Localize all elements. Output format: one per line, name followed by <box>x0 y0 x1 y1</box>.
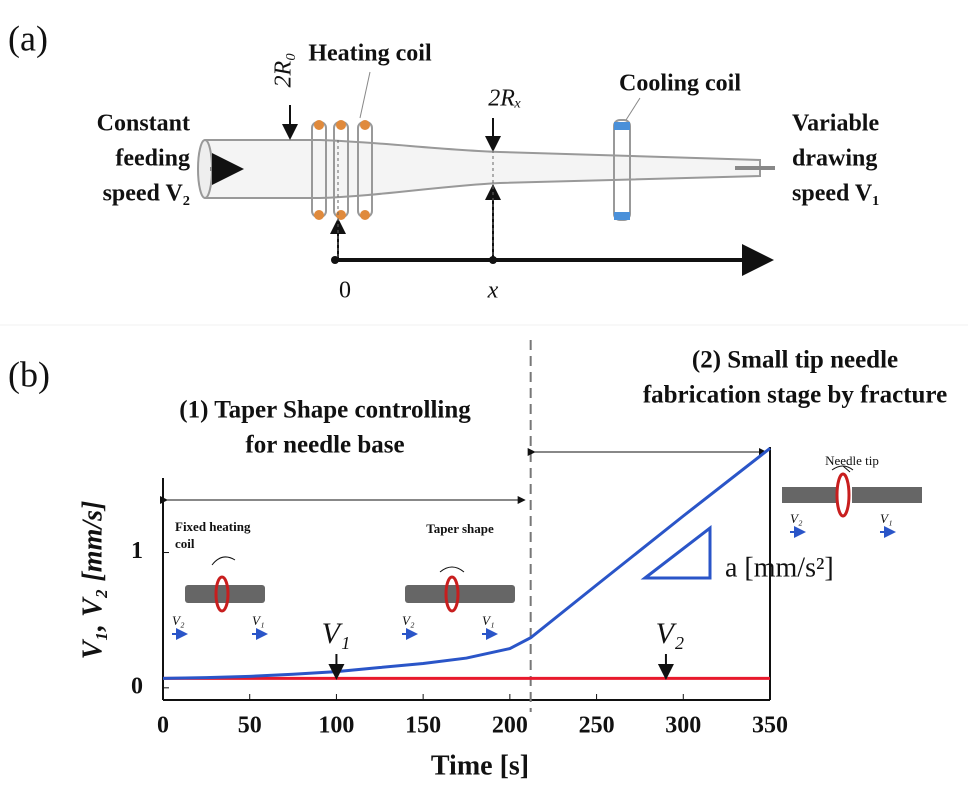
radius-label: 2Rₓ <box>488 86 521 112</box>
slope-triangle <box>640 524 712 580</box>
inset-label: coil <box>175 536 195 551</box>
series-line <box>162 447 771 680</box>
panel-b: (b) (1) Taper Shape controlling for need… <box>8 347 947 782</box>
stage-2: fabrication stage by fracture <box>643 382 947 409</box>
x-axis-label: Time [s] <box>431 750 529 781</box>
x-tick-label: 100 <box>318 713 354 739</box>
x-tick-label: 150 <box>405 713 441 739</box>
x-tick-label: 200 <box>492 713 528 739</box>
y-tick-label: 0 <box>131 673 143 699</box>
fiber-end <box>197 139 213 199</box>
inset-velocity: V₂ <box>402 613 415 628</box>
x-tick-label: 350 <box>752 713 788 739</box>
leader <box>359 71 371 119</box>
leader <box>625 97 641 121</box>
panel-label: (b) <box>8 354 50 394</box>
axis-dot <box>489 256 497 264</box>
inset-velocity: V₁ <box>880 511 892 526</box>
x-tick-label: 50 <box>238 713 262 739</box>
right-text: speed V₁ <box>792 181 879 207</box>
axis-dot <box>331 256 339 264</box>
series-label: V₁ <box>322 617 351 650</box>
stage-1: (1) Taper Shape controlling <box>179 397 471 424</box>
y-axis-label: V₁, V₂ [mm/s] <box>77 501 108 660</box>
inset-velocity: V₁ <box>252 613 264 628</box>
slope-label: a [mm/s²] <box>725 552 834 583</box>
axis-origin: 0 <box>339 278 351 304</box>
stage-1: for needle base <box>245 432 404 459</box>
left-text: feeding <box>115 146 190 172</box>
right-text: Variable <box>792 111 879 137</box>
cooling-mark <box>614 212 630 220</box>
panel-label: (a) <box>8 18 48 58</box>
inset-velocity: V₂ <box>172 613 185 628</box>
heating-label: Heating coil <box>308 41 432 67</box>
inset-velocity: V₂ <box>790 511 803 526</box>
y-tick-label: 1 <box>131 538 143 564</box>
right-text: drawing <box>792 146 877 172</box>
fiber <box>205 139 761 199</box>
inset-label: Fixed heating <box>175 519 251 534</box>
x-tick-label: 300 <box>665 713 701 739</box>
cooling-mark <box>614 122 630 130</box>
axis-x: x <box>487 278 499 304</box>
left-text: speed V₂ <box>103 181 190 207</box>
left-text: Constant <box>97 111 190 137</box>
inset-label: Taper shape <box>426 521 494 536</box>
insets <box>185 465 922 613</box>
panel-a: (a) Heating coil Cooling coil 2R₀ 2Rₓ Co… <box>8 18 879 303</box>
stage-2: (2) Small tip needle <box>692 347 898 374</box>
x-tick-label: 250 <box>579 713 615 739</box>
x-tick-label: 0 <box>157 713 169 739</box>
series-label: V₂ <box>656 617 685 650</box>
needle-tip-label: Needle tip <box>825 453 879 468</box>
cooling-label: Cooling coil <box>619 71 741 97</box>
radius-label: 2R₀ <box>271 52 297 87</box>
inset-velocity: V₁ <box>482 613 494 628</box>
